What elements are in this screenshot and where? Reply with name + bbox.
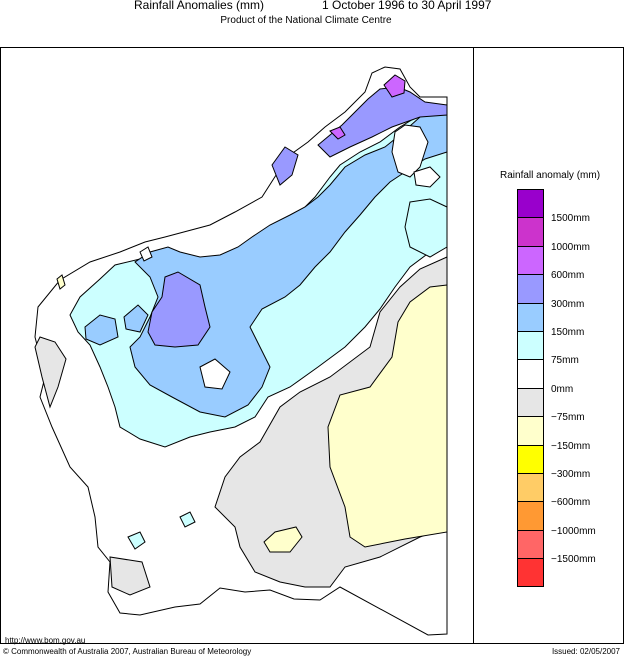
extreme-wet-patch-2	[329, 126, 346, 140]
legend-label: 150mm	[551, 327, 585, 338]
legend-label: −300mm	[551, 469, 591, 480]
legend-swatch	[517, 501, 544, 531]
footer-copyright: © Commonwealth of Australia 2007, Austra…	[3, 647, 252, 656]
legend-swatch	[517, 416, 544, 446]
legend-label: 1000mm	[551, 241, 590, 253]
extreme-wet-patch-1	[383, 74, 406, 98]
dry-hole-1	[391, 124, 429, 178]
rainfall-map	[34, 66, 448, 636]
legend-label: 600mm	[551, 270, 585, 282]
wet-patch-south-1	[127, 531, 146, 550]
legend-label: 0mm	[551, 383, 574, 395]
footer-url[interactable]: http://www.bom.gov.au	[5, 636, 86, 645]
legend-swatch	[517, 217, 544, 247]
legend-swatch	[517, 387, 544, 418]
legend-label: 300mm	[551, 298, 585, 310]
dry-hole-3	[139, 246, 153, 262]
wet-patch-northeast	[404, 198, 448, 258]
legend-title: Rainfall anomaly (mm)	[500, 170, 601, 181]
map-title: Rainfall Anomalies (mm)	[134, 0, 265, 12]
title-row: Rainfall Anomalies (mm) 1 October 1996 t…	[0, 0, 626, 14]
legend-label: −600mm	[551, 497, 591, 509]
map-frame	[0, 47, 624, 644]
wet-patch-south-2	[179, 511, 196, 528]
grey-region-south	[109, 556, 151, 596]
legend-swatch	[517, 472, 544, 503]
legend-label: −1000mm	[551, 525, 596, 537]
footer-issued: Issued: 02/05/2007	[551, 647, 620, 656]
wet-patch-blue-west	[84, 314, 119, 346]
legend-bar	[517, 189, 544, 588]
dry-patch-south	[263, 526, 303, 553]
legend-label: 1500mm	[551, 213, 590, 225]
legend-label: −75mm	[551, 412, 585, 424]
legend-swatch	[517, 359, 544, 389]
legend-swatch	[517, 444, 544, 474]
very-wet-patch-coast	[271, 146, 299, 186]
dry-region-east	[327, 284, 448, 548]
legend-swatch	[517, 274, 544, 304]
legend-swatch	[517, 330, 544, 361]
legend-swatch	[517, 529, 544, 560]
map-subtitle: Product of the National Climate Centre	[220, 15, 392, 26]
wet-patch-blue-mid	[123, 304, 149, 333]
legend-divider	[473, 47, 474, 644]
very-wet-region-west	[147, 271, 211, 348]
legend-label: −1500mm	[551, 554, 596, 566]
legend-swatch	[517, 558, 544, 588]
dry-hole-4	[413, 166, 441, 188]
legend-swatch	[517, 245, 544, 276]
wet-region-blue	[129, 104, 448, 418]
grey-region-west	[34, 336, 67, 409]
legend-label: −150mm	[551, 440, 591, 452]
map-period: 1 October 1996 to 30 April 1997	[322, 0, 492, 12]
legend-swatch	[517, 302, 544, 332]
legend-swatch	[517, 189, 544, 219]
legend-label: 75mm	[551, 355, 579, 367]
dry-hole-2	[199, 358, 231, 390]
dry-patch-west	[56, 274, 66, 290]
